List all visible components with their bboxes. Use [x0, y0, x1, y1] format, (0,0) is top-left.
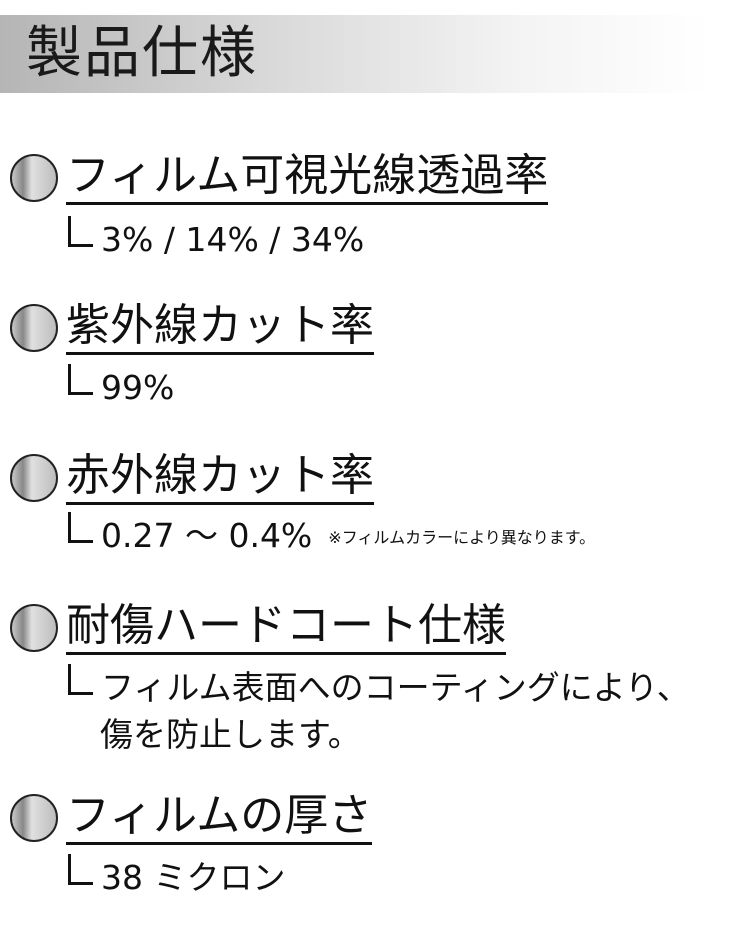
spec-value-text: 38 ミクロン: [101, 858, 286, 897]
circle-bullet-icon: [10, 304, 58, 352]
spec-value-text: 3% / 14% / 34%: [101, 220, 365, 259]
spec-heading: フィルム可視光線透過率: [66, 150, 549, 205]
spec-value: 3% / 14% / 34%: [68, 216, 364, 261]
spec-value: フィルム表面へのコーティングにより、: [68, 664, 690, 709]
spec-note: ※フィルムカラーにより異なります。: [328, 528, 596, 547]
corner-bracket-icon: [68, 364, 93, 395]
circle-bullet-icon: [10, 454, 58, 502]
spec-value: 38 ミクロン: [68, 854, 285, 899]
corner-bracket-icon: [68, 216, 93, 247]
spec-heading: フィルムの厚さ: [66, 790, 373, 845]
header-banner: 製品仕様: [0, 15, 750, 93]
spec-value: 0.27 ～ 0.4% ※フィルムカラーにより異なります。: [68, 512, 595, 559]
spec-value-line2: 傷を防止します。: [100, 715, 361, 754]
page-title: 製品仕様: [26, 21, 258, 86]
circle-bullet-icon: [10, 604, 58, 652]
spec-value-text: 0.27 ～ 0.4%: [101, 516, 313, 555]
spec-heading: 紫外線カット率: [66, 300, 374, 355]
spec-heading: 耐傷ハードコート仕様: [66, 600, 506, 655]
spec-value-text: 99%: [101, 368, 175, 407]
corner-bracket-icon: [68, 512, 93, 543]
spec-value-text: フィルム表面へのコーティングにより、: [101, 668, 690, 707]
circle-bullet-icon: [10, 154, 58, 202]
spec-heading: 赤外線カット率: [66, 450, 374, 505]
corner-bracket-icon: [68, 854, 93, 885]
circle-bullet-icon: [10, 794, 58, 842]
corner-bracket-icon: [68, 664, 93, 695]
spec-value: 99%: [68, 364, 174, 409]
